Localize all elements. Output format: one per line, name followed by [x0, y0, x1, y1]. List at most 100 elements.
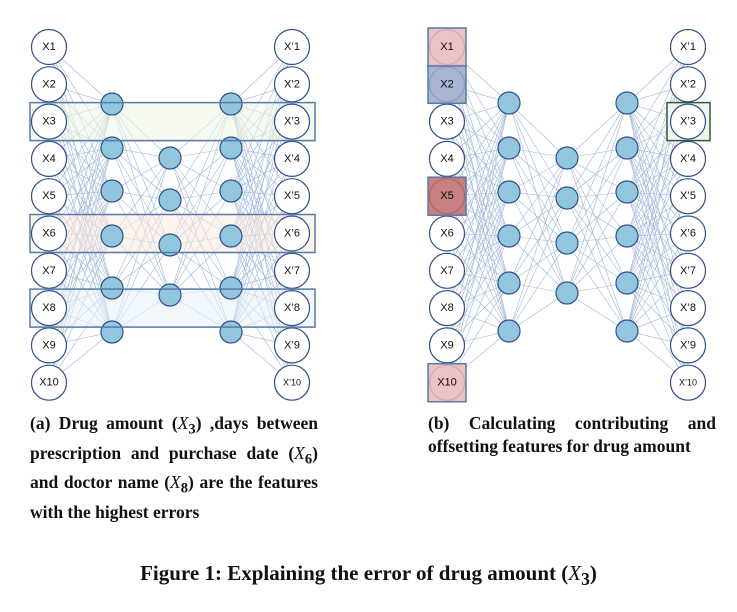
input-9-label: X9	[440, 339, 453, 351]
connection-edge	[566, 242, 628, 332]
output-3-node	[273, 103, 311, 140]
hidden-node-l3-6	[615, 319, 639, 343]
connection-edge	[566, 292, 628, 332]
output-3-node	[669, 103, 707, 140]
connection-edge	[111, 147, 171, 201]
connection-edge	[566, 242, 628, 284]
input-3-label: X3	[42, 116, 55, 128]
hidden-node-l3-5	[219, 276, 243, 300]
connection-edge	[508, 147, 568, 244]
connection-edge	[508, 191, 568, 294]
output-8-node	[273, 290, 311, 327]
hidden-node-l1-4	[497, 224, 521, 248]
input-1-node	[30, 28, 68, 66]
hidden-node-l3-1	[615, 91, 639, 115]
input-6-label: X6	[42, 228, 55, 240]
caption-a: (a) Drug amount (X3) ,days between presc…	[30, 413, 318, 522]
output-5-label: X’5	[284, 190, 300, 202]
input-9-label: X9	[42, 339, 55, 351]
connection-edge	[566, 197, 628, 237]
connection-edge	[508, 157, 568, 237]
connection-edge	[508, 147, 568, 199]
contributing-feature-box-x10	[427, 362, 467, 403]
connection-edge	[508, 242, 568, 332]
input-5-node	[30, 178, 68, 215]
connection-edge	[566, 147, 628, 294]
connection-edge	[566, 157, 628, 332]
hidden-node-l3-3	[219, 179, 243, 203]
output-1-node	[273, 28, 311, 66]
input-6-label: X6	[440, 228, 453, 240]
output-8-node	[669, 290, 707, 327]
input-5-label: X5	[42, 190, 55, 202]
connection-edge	[446, 191, 510, 309]
connection-edge	[508, 102, 568, 199]
feature-band-x3	[30, 102, 315, 141]
hidden-node-l1-3	[100, 179, 124, 203]
connection-edge	[508, 242, 568, 284]
output-10-label: X’10	[679, 378, 697, 388]
connection-edge	[626, 235, 689, 346]
hidden-node-l2-4	[158, 283, 182, 307]
input-10-node	[30, 364, 68, 401]
input-7-node	[428, 252, 466, 289]
feature-band-frame-x8	[29, 288, 316, 328]
panel-a-network: X1 X2 X3 X4 X5 X6 X7 X8 X9 X10 X’1 X’2 X’3 X’4 X’5 X’6 X…	[29, 28, 316, 401]
output-3-label: X’3	[680, 116, 696, 128]
connection-edge	[508, 197, 568, 332]
hidden-node-l3-6	[219, 320, 243, 344]
connection-edge	[508, 191, 568, 244]
output-7-node	[669, 252, 707, 289]
highlighted-input-label-x5: X5	[440, 190, 453, 202]
output-9-label: X’9	[680, 339, 696, 351]
connection-edge	[566, 147, 628, 244]
hidden-node-l3-4	[615, 224, 639, 248]
output-1-label: X’1	[680, 41, 696, 53]
hidden-node-l3-3	[615, 180, 639, 204]
output-6-node	[669, 215, 707, 252]
connection-edge	[508, 157, 568, 284]
output-7-label: X’7	[680, 265, 696, 277]
output-4-node	[273, 140, 311, 177]
output-6-node	[273, 215, 311, 252]
output-2-label: X’2	[680, 78, 696, 90]
contributing-feature-box-x1	[427, 27, 467, 67]
input-8-node	[428, 290, 466, 327]
output-1-label: X’1	[284, 41, 300, 53]
output-10-label: X’10	[283, 378, 301, 388]
output-9-label: X’9	[284, 339, 300, 351]
hidden-node-l1-5	[100, 276, 124, 300]
output-5-node	[669, 178, 707, 215]
caption-b: (b) Calculating contributing and offsett…	[428, 413, 716, 456]
connection-edge	[508, 102, 568, 294]
output-5-node	[273, 178, 311, 215]
input-4-label: X4	[42, 153, 55, 165]
connection-edge	[566, 102, 628, 199]
output-3-label: X’3	[284, 116, 300, 128]
highlighted-input-label-x10: X10	[437, 377, 457, 389]
connection-edge	[508, 157, 568, 332]
input-10-label: X10	[39, 377, 59, 389]
hidden-node-l2-4	[555, 281, 579, 305]
hidden-node-l2-1	[555, 146, 579, 170]
hidden-node-l1-6	[100, 320, 124, 344]
input-2-label: X2	[42, 78, 55, 90]
input-1-label: X1	[42, 41, 55, 53]
output-7-label: X’7	[284, 265, 300, 277]
hidden-node-l3-2	[615, 136, 639, 160]
highlighted-input-label-x2: X2	[440, 78, 453, 90]
figure-diagrams: X1 X2 X3 X4 X5 X6 X7 X8 X9 X10 X’1 X’2 X’3 X’4 X’5 X’6 X…	[29, 27, 711, 403]
output-9-node	[669, 327, 707, 364]
hidden-node-l3-4	[219, 224, 243, 248]
input-7-label: X7	[440, 265, 453, 277]
hidden-node-l2-3	[158, 233, 182, 257]
feature-band-frame-x6	[29, 213, 316, 254]
hidden-node-l2-2	[555, 186, 579, 210]
panel-b-network: X1 X2 X3 X4 X5 X6 X7 X8 X9 X10 X’1 X’2 X’3 X’4 X’5 X’6 X…	[427, 27, 711, 403]
connection-edge	[566, 235, 628, 294]
target-output-frame-x3	[666, 101, 711, 142]
connection-edge	[566, 191, 628, 294]
input-6-node	[30, 215, 68, 252]
output-5-label: X’5	[680, 190, 696, 202]
connection-edge	[446, 235, 510, 346]
